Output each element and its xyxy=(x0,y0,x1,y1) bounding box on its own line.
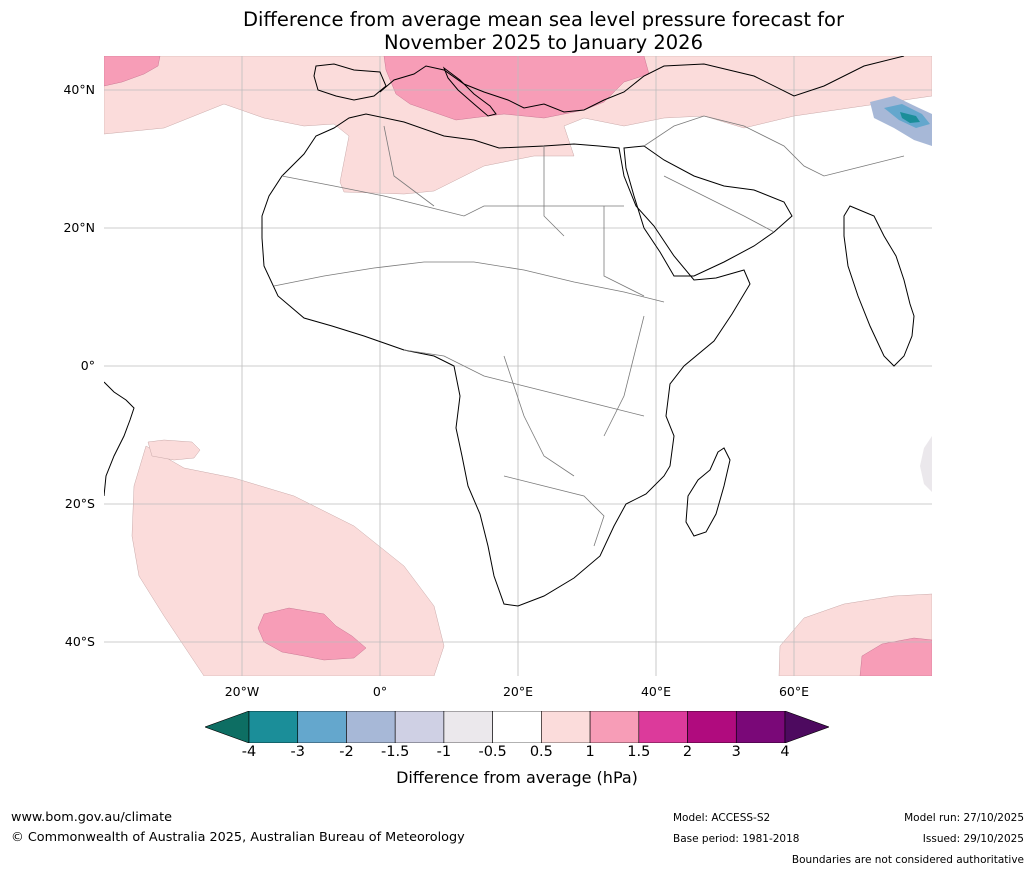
colorbar-tick-label: 1.5 xyxy=(627,744,651,760)
lat-label-40s: 40°S xyxy=(64,634,95,649)
border-libya-egypt xyxy=(543,146,565,237)
colorbar-extension-high xyxy=(784,711,829,743)
colorbar-segment xyxy=(687,711,737,743)
colorbar-segment xyxy=(346,711,396,743)
colorbar-tick-label: -3 xyxy=(290,744,305,760)
border-congo xyxy=(503,355,575,477)
coastlines xyxy=(104,56,915,607)
lat-label-0: 0° xyxy=(80,358,95,373)
lon-label-20e: 20°E xyxy=(502,684,534,699)
footer-disclaimer: Boundaries are not considered authoritat… xyxy=(791,854,1024,866)
south-atlantic-light-pink-area xyxy=(131,445,445,676)
indian-ocean-grey-area xyxy=(920,436,932,492)
border-middle-east xyxy=(643,115,905,177)
colorbar-tick-label: 2 xyxy=(682,744,693,760)
border-algeria xyxy=(383,125,435,207)
colorbar-tick-label: 1 xyxy=(585,744,595,760)
lon-label-20w: 20°W xyxy=(224,684,260,699)
colorbar-segment xyxy=(638,711,688,743)
footer-copyright: © Commonwealth of Australia 2025, Austra… xyxy=(11,830,465,845)
country-borders xyxy=(273,115,905,547)
italy-coastline xyxy=(442,66,497,117)
colorbar-extension-low xyxy=(205,711,250,743)
footer-base-period: Base period: 1981-2018 xyxy=(673,833,800,845)
africa-coastline xyxy=(261,113,751,607)
colorbar-tick-label: 3 xyxy=(731,744,741,760)
footer-issued: Issued: 29/10/2025 xyxy=(922,833,1024,845)
border-east-africa xyxy=(603,315,645,437)
iberia-coastline xyxy=(313,63,387,101)
small-light-pink-area xyxy=(147,439,201,461)
lon-label-0: 0° xyxy=(372,684,388,699)
footer-website: www.bom.gov.au/climate xyxy=(11,810,172,825)
border-arabia xyxy=(663,175,775,233)
colorbar-segments xyxy=(205,711,829,743)
border-sahara xyxy=(281,175,624,217)
map-title: Difference from average mean sea level p… xyxy=(0,8,1035,54)
lat-label-40n: 40°N xyxy=(63,82,95,97)
footer-model: Model: ACCESS-S2 xyxy=(673,812,771,824)
lat-label-20s: 20°S xyxy=(64,496,95,511)
graticule xyxy=(104,56,932,676)
colorbar-tick-label: -1 xyxy=(436,744,452,760)
colorbar-label: Difference from average (hPa) xyxy=(396,768,638,787)
colorbar-tick-label: -0.5 xyxy=(478,744,507,760)
colorbar-tick-label: -2 xyxy=(339,744,354,760)
footer-model-run: Model run: 27/10/2025 xyxy=(904,812,1024,824)
lat-label-20n: 20°N xyxy=(63,220,95,235)
lon-label-60e: 60°E xyxy=(778,684,810,699)
border-sudan xyxy=(603,206,645,297)
india-coastline xyxy=(843,205,915,367)
colorbar-segment xyxy=(735,711,786,743)
pressure-anomaly-map xyxy=(104,56,932,676)
colorbar-segment xyxy=(443,711,493,743)
border-sahel xyxy=(273,261,665,303)
arabia-coastline xyxy=(623,145,793,277)
title-line-1: Difference from average mean sea level p… xyxy=(243,8,844,31)
colorbar-segment xyxy=(297,711,347,743)
colorbar-segment xyxy=(492,711,542,743)
europe-coastline xyxy=(379,56,905,113)
colorbar-tick-label: 4 xyxy=(780,744,790,760)
colorbar-segment xyxy=(541,711,591,743)
lon-label-40e: 40°E xyxy=(640,684,672,699)
atlantic-pink-area xyxy=(104,56,161,87)
border-central xyxy=(403,349,645,417)
border-south xyxy=(503,475,605,547)
colorbar-tick-label: -1.5 xyxy=(381,744,410,760)
colorbar-segment xyxy=(589,711,640,743)
colorbar xyxy=(205,711,829,743)
south-indian-pink-area xyxy=(859,637,932,676)
colorbar-tick-label: 0.5 xyxy=(529,744,553,760)
himalaya-teal-area xyxy=(900,112,920,123)
south-america-coastline xyxy=(104,381,135,497)
madagascar-coastline xyxy=(685,447,731,537)
colorbar-tick-label: -4 xyxy=(241,744,257,760)
title-line-2: November 2025 to January 2026 xyxy=(384,31,703,54)
colorbar-segment xyxy=(248,711,299,743)
colorbar-segment xyxy=(394,711,445,743)
